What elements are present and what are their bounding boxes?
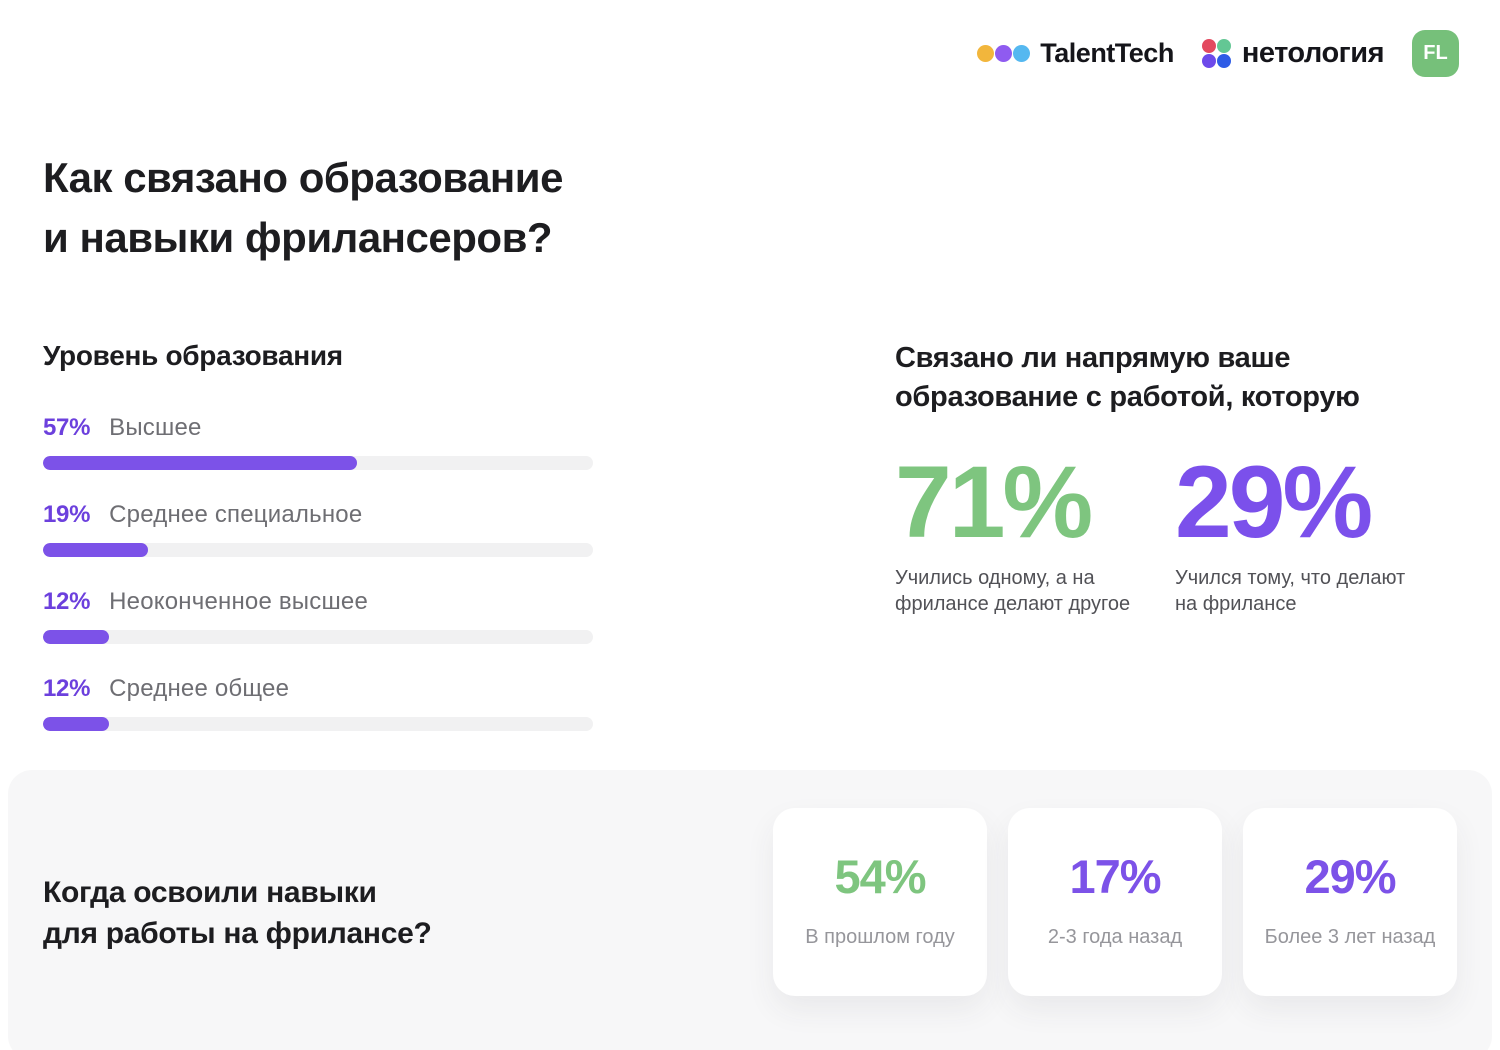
skills-when-heading-line1: Когда освоили навыки <box>43 876 377 909</box>
bar-row-label: 57% Высшее <box>43 414 593 442</box>
bar-fill <box>43 630 109 644</box>
netology-dot-red <box>1201 39 1216 53</box>
bar-percent: 12% <box>43 588 91 615</box>
bar-category-label: Высшее <box>109 414 202 441</box>
card-percent: 17% <box>1069 850 1161 903</box>
page-title-line2: и навыки фрилансеров? <box>43 214 553 261</box>
card-more-3-years: 29% Более 3 лет назад <box>1243 808 1457 996</box>
card-label: 2-3 года назад <box>1047 926 1183 948</box>
bar-track <box>43 456 593 470</box>
education-level-section: Уровень образования 57% Высшее 19% Средн… <box>43 340 593 762</box>
bar-fill <box>43 717 109 731</box>
education-section-heading: Уровень образования <box>43 340 343 371</box>
bar-percent: 57% <box>43 414 91 441</box>
stat-studied-other: 71% Учились одному, а на фрилансе делают… <box>895 445 1175 617</box>
relation-stats: 71% Учились одному, а на фрилансе делают… <box>895 445 1455 617</box>
bar-row-vysshee: 57% Высшее <box>43 414 593 470</box>
bar-track <box>43 630 593 644</box>
skills-when-heading: Когда освоили навыки для работы на фрила… <box>43 872 432 954</box>
netology-dots-icon <box>1201 39 1231 68</box>
bar-fill <box>43 456 357 470</box>
bar-row-label: 12% Неоконченное высшее <box>43 588 593 616</box>
education-relation-section: Связано ли напрямую ваше образование с р… <box>895 339 1455 617</box>
bar-category-label: Неоконченное высшее <box>109 588 369 615</box>
skills-when-panel: Когда освоили навыки для работы на фрила… <box>8 770 1492 1050</box>
netology-logo: нетология <box>1201 37 1385 70</box>
bar-track <box>43 543 593 557</box>
netology-wordmark: нетология <box>1241 37 1385 69</box>
header-logos: TalentTech нетология FL <box>977 30 1459 77</box>
fl-logo-badge: FL <box>1412 30 1459 77</box>
bar-percent: 12% <box>43 675 91 702</box>
stat-caption: Учился тому, что делают на фрилансе <box>1175 567 1406 615</box>
card-label: Более 3 лет назад <box>1264 926 1436 948</box>
netology-dot-blue <box>1216 54 1231 68</box>
talenttech-logo: TalentTech <box>977 38 1174 69</box>
skills-when-cards: 54% В прошлом году 17% 2-3 года назад 29… <box>773 808 1457 996</box>
bar-percent: 19% <box>43 501 91 528</box>
talenttech-dot-blue <box>1013 45 1031 62</box>
talenttech-dot-purple <box>995 45 1013 62</box>
stat-caption: Учились одному, а на фрилансе делают дру… <box>895 567 1131 615</box>
card-percent: 54% <box>834 850 926 903</box>
netology-dot-green <box>1216 39 1231 53</box>
talenttech-dots-icon <box>977 45 1031 62</box>
relation-heading-line1: Связано ли напрямую ваше <box>895 342 1291 374</box>
relation-heading-line2: образование с работой, которую <box>895 381 1360 413</box>
card-percent: 29% <box>1304 850 1396 903</box>
card-label: В прошлом году <box>805 926 955 948</box>
card-2-3-years: 17% 2-3 года назад <box>1008 808 1222 996</box>
bar-fill <box>43 543 148 557</box>
stat-percent: 29% <box>1175 445 1373 559</box>
stat-percent: 71% <box>895 445 1093 559</box>
stat-studied-same: 29% Учился тому, что делают на фрилансе <box>1175 445 1455 617</box>
relation-section-heading: Связано ли напрямую ваше образование с р… <box>895 339 1455 417</box>
bar-row-label: 19% Среднее специальное <box>43 501 593 529</box>
bar-category-label: Среднее специальное <box>109 501 363 528</box>
education-bar-chart: 57% Высшее 19% Среднее специальное 1 <box>43 414 593 731</box>
card-last-year: 54% В прошлом году <box>773 808 987 996</box>
bar-row-neokonchennoe: 12% Неоконченное высшее <box>43 588 593 644</box>
netology-dot-purple <box>1201 54 1216 68</box>
page-title-line1: Как связано образование <box>43 154 563 201</box>
skills-when-heading-line2: для работы на фрилансе? <box>43 917 432 950</box>
bar-row-label: 12% Среднее общее <box>43 675 593 703</box>
bar-row-srednee-obshchee: 12% Среднее общее <box>43 675 593 731</box>
bar-category-label: Среднее общее <box>109 675 290 702</box>
talenttech-dot-yellow <box>977 45 995 62</box>
bar-row-srednee-spec: 19% Среднее специальное <box>43 501 593 557</box>
page-title: Как связано образование и навыки фриланс… <box>43 148 563 268</box>
bar-track <box>43 717 593 731</box>
talenttech-wordmark: TalentTech <box>1040 38 1174 68</box>
